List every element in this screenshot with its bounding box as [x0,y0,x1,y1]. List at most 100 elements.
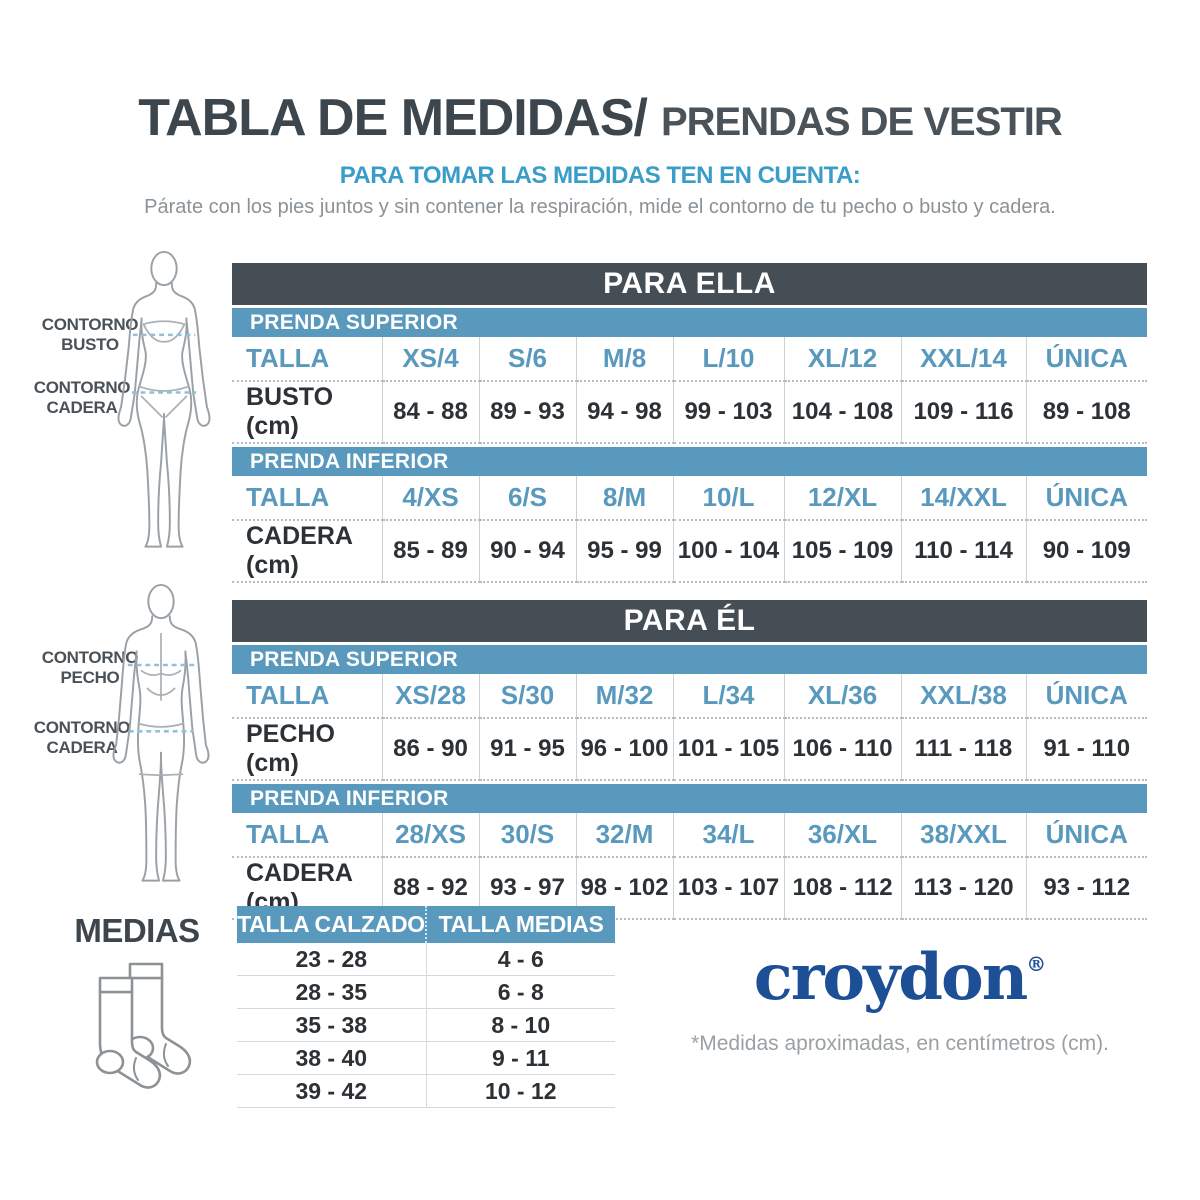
title-sub: PRENDAS DE VESTIR [660,100,1063,144]
value-cell: 91 - 110 [1025,718,1147,781]
value-cell: 111 - 118 [900,718,1026,781]
table-row: 28 - 35 6 - 8 [237,975,615,1009]
size-cell: ÚNICA [1025,337,1147,382]
table-row: 35 - 38 8 - 10 [237,1008,615,1042]
calzado-cell: 35 - 38 [237,1008,426,1042]
medias-cell: 9 - 11 [425,1041,615,1075]
size-cell: 34/L [672,813,784,858]
size-cell: 8/M [575,476,673,521]
value-cell: 99 - 103 [672,381,784,444]
medias-cell: 10 - 12 [425,1074,615,1108]
el-superior-table: TALLA XS/28 S/30 M/32 L/34 XL/36 XXL/38 … [232,674,1147,781]
size-cell: XXL/38 [900,674,1026,719]
el-inferior-table: TALLA 28/XS 30/S 32/M 34/L 36/XL 38/XXL … [232,813,1147,920]
size-cell: S/6 [478,337,576,382]
size-row-label: TALLA [232,476,382,521]
size-cell: 36/XL [783,813,901,858]
table-row: BUSTO (cm) 84 - 88 89 - 93 94 - 98 99 - … [232,381,1147,444]
size-cell: S/30 [478,674,576,719]
footer: croydon® *Medidas aproximadas, en centím… [640,946,1160,1056]
medias-col-calzado: TALLA CALZADO [237,911,425,937]
size-cell: 12/XL [783,476,901,521]
header: TABLA DE MEDIDAS/ PRENDAS DE VESTIR PARA… [0,88,1200,219]
value-cell: 93 - 112 [1025,857,1147,920]
value-cell: 109 - 116 [900,381,1026,444]
size-cell: 4/XS [381,476,479,521]
socks-icon [95,962,192,1089]
female-figure-icon [117,250,211,548]
size-row-label: TALLA [232,337,382,382]
value-cell: 94 - 98 [575,381,673,444]
value-cell: 89 - 93 [478,381,576,444]
size-cell: 38/XXL [900,813,1026,858]
calzado-cell: 38 - 40 [237,1041,426,1075]
value-cell: 90 - 109 [1025,520,1147,583]
value-cell: 85 - 89 [381,520,479,583]
value-cell: 90 - 94 [478,520,576,583]
table-row: CADERA (cm) 85 - 89 90 - 94 95 - 99 100 … [232,520,1147,583]
registered-mark: ® [1026,952,1047,976]
size-cell: M/8 [575,337,673,382]
size-cell: 30/S [478,813,576,858]
page-title: TABLA DE MEDIDAS/ PRENDAS DE VESTIR [0,88,1200,148]
measure-row-label: PECHO (cm) [232,718,382,781]
medias-heading: MEDIAS [74,912,200,949]
size-cell: 28/XS [381,813,479,858]
measure-instructions-text: Párate con los pies juntos y sin contene… [144,196,1056,218]
size-row-label: TALLA [232,813,382,858]
brand-logo: croydon® [640,946,1160,1010]
footnote: *Medidas aproximadas, en centímetros (cm… [691,1032,1109,1055]
size-cell: L/34 [672,674,784,719]
value-cell: 84 - 88 [381,381,479,444]
calzado-cell: 23 - 28 [237,943,426,976]
female-hip-label: CONTORNO CADERA [33,378,131,418]
table-row: 38 - 40 9 - 11 [237,1041,615,1075]
size-cell: M/32 [575,674,673,719]
el-prenda-superior-band: PRENDA SUPERIOR [232,645,1147,674]
size-row-label: TALLA [232,674,382,719]
size-cell: ÚNICA [1025,813,1147,858]
size-cell: XS/28 [381,674,479,719]
value-cell: 103 - 107 [672,857,784,920]
table-row: TALLA 4/XS 6/S 8/M 10/L 12/XL 14/XXL ÚNI… [232,476,1147,521]
calzado-cell: 28 - 35 [237,975,426,1009]
value-cell: 108 - 112 [783,857,901,920]
male-figure-icon [112,583,210,882]
table-row: TALLA 28/XS 30/S 32/M 34/L 36/XL 38/XXL … [232,813,1147,858]
title-main: TABLA DE MEDIDAS/ [138,89,648,147]
measure-instructions-heading: PARA TOMAR LAS MEDIDAS TEN EN CUENTA: [339,162,861,189]
size-cell: L/10 [672,337,784,382]
ella-inferior-table: TALLA 4/XS 6/S 8/M 10/L 12/XL 14/XXL ÚNI… [232,476,1147,583]
el-prenda-inferior-band: PRENDA INFERIOR [232,784,1147,813]
para-el-header: PARA ÉL [232,600,1147,642]
value-cell: 100 - 104 [672,520,784,583]
medias-col-medias: TALLA MEDIAS [425,906,615,943]
table-para-ella: PARA ELLA PRENDA SUPERIOR TALLA XS/4 S/6… [232,263,1147,583]
table-row: 39 - 42 10 - 12 [237,1074,615,1108]
value-cell: 96 - 100 [575,718,673,781]
size-cell: ÚNICA [1025,476,1147,521]
size-cell: 10/L [672,476,784,521]
table-para-el: PARA ÉL PRENDA SUPERIOR TALLA XS/28 S/30… [232,600,1147,920]
para-ella-header: PARA ELLA [232,263,1147,305]
value-cell: 113 - 120 [900,857,1026,920]
male-hip-label: CONTORNO CADERA [33,718,131,758]
ella-prenda-superior-band: PRENDA SUPERIOR [232,308,1147,337]
medias-table: TALLA CALZADO TALLA MEDIAS 23 - 28 4 - 6… [237,906,615,1108]
size-cell: 32/M [575,813,673,858]
size-cell: 6/S [478,476,576,521]
table-row: 23 - 28 4 - 6 [237,943,615,976]
measure-row-label: BUSTO (cm) [232,381,382,444]
brand-name: croydon [753,940,1029,1015]
table-row: TALLA XS/28 S/30 M/32 L/34 XL/36 XXL/38 … [232,674,1147,719]
value-cell: 106 - 110 [783,718,901,781]
medias-table-header: TALLA CALZADO TALLA MEDIAS [237,906,615,943]
value-cell: 89 - 108 [1025,381,1147,444]
medias-cell: 4 - 6 [425,943,615,976]
value-cell: 104 - 108 [783,381,901,444]
size-cell: 14/XXL [900,476,1026,521]
size-cell: XS/4 [381,337,479,382]
value-cell: 105 - 109 [783,520,901,583]
measure-row-label: CADERA (cm) [232,520,382,583]
value-cell: 95 - 99 [575,520,673,583]
